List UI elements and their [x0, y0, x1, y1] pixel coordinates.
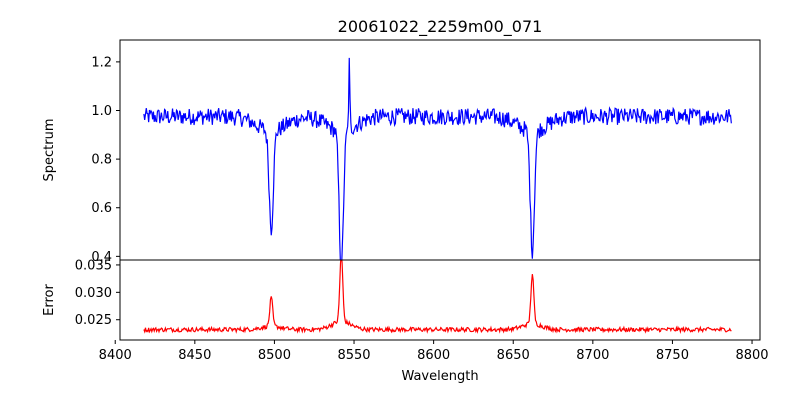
error-y-label: Error — [42, 284, 57, 316]
x-tick-label: 8450 — [178, 348, 211, 363]
x-tick-label: 8700 — [576, 348, 609, 363]
error-y-ticks: 0.025 0.030 0.035 — [75, 258, 120, 328]
spectrum-y-tick-label: 1.0 — [91, 104, 112, 119]
spectrum-y-tick-label: 0.4 — [91, 250, 112, 265]
error-panel: 0.025 0.030 0.035 Error — [42, 258, 761, 341]
error-axes-frame — [119, 259, 761, 341]
spectrum-y-label: Spectrum — [42, 119, 57, 182]
spectrum-panel: 0.4 0.6 0.8 1.0 1.2 Spectrum — [42, 39, 761, 265]
error-series-line — [143, 260, 732, 334]
spectrum-y-tick-label: 0.8 — [91, 153, 112, 168]
x-axis-ticks: 8400 8450 8500 8550 8600 8650 8700 8750 8800 — [99, 340, 769, 363]
x-tick-label: 8500 — [258, 348, 291, 363]
chart-title: 20061022_2259m00_071 — [338, 17, 543, 37]
error-y-tick-label: 0.035 — [75, 258, 112, 273]
error-y-tick-label: 0.030 — [75, 286, 112, 301]
x-tick-label: 8400 — [99, 348, 132, 363]
x-axis-label: Wavelength — [401, 369, 478, 384]
x-tick-label: 8650 — [497, 348, 530, 363]
spectrum-y-tick-label: 0.6 — [91, 201, 112, 216]
x-tick-label: 8550 — [337, 348, 370, 363]
x-tick-label: 8600 — [417, 348, 450, 363]
spectrum-series-line — [143, 57, 732, 260]
x-tick-label: 8750 — [656, 348, 689, 363]
x-tick-label: 8800 — [735, 348, 768, 363]
error-y-tick-label: 0.025 — [75, 313, 112, 328]
spectrum-y-ticks: 0.4 0.6 0.8 1.0 1.2 — [91, 55, 120, 265]
spectrum-y-tick-label: 1.2 — [91, 55, 112, 70]
